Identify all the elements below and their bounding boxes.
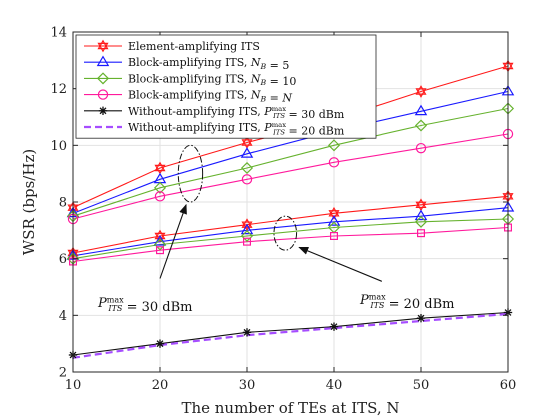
point-s2b-20 <box>153 234 167 246</box>
legend-item-s2: Block-amplifying ITS, NB = 5 <box>84 55 289 72</box>
y-tick-label-12: 12 <box>50 82 67 97</box>
y-tick-label-2: 2 <box>59 366 67 381</box>
series-line-s1b <box>72 195 509 254</box>
point-s5-30 <box>242 328 252 337</box>
legend-label-s6: Without-amplifying ITS, Pmax ITS = 20 dBm <box>128 121 345 137</box>
point-s4-20 <box>154 191 166 202</box>
x-tick-label-30: 30 <box>239 378 256 393</box>
x-tick-label-10: 10 <box>65 378 82 393</box>
point-s2b-30 <box>240 223 254 235</box>
point-s1b-30 <box>241 218 253 232</box>
annotation-label-a20: Pmax ITS = 20 dBm <box>359 293 455 312</box>
annotation-arrow-a20 <box>298 246 383 282</box>
x-tick-label-40: 40 <box>326 378 343 393</box>
point-s3b-50 <box>414 215 428 228</box>
point-s4-40 <box>328 157 340 168</box>
legend-marker-s3 <box>96 72 110 85</box>
point-s5-50 <box>416 313 426 323</box>
tick-labels: 10 20 30 40 50 60 2 4 6 8 10 12 14 <box>50 26 516 394</box>
annotation-arrow-a30 <box>159 203 187 279</box>
point-s2b-50 <box>414 209 428 221</box>
legend-item-s5: Without-amplifying ITS, Pmax ITS = 30 dBm <box>84 105 345 121</box>
legend-marker-s2 <box>96 55 110 67</box>
annotation-label-a30: Pmax ITS = 30 dBm <box>97 296 193 315</box>
point-s1-50 <box>415 85 427 98</box>
y-tick-label-6: 6 <box>59 252 67 267</box>
series-line-s2 <box>72 90 509 214</box>
legend-item-s6: Without-amplifying ITS, Pmax ITS = 20 dBm <box>84 121 345 137</box>
axis-ticks <box>72 31 509 373</box>
point-s2-50 <box>414 104 428 116</box>
legend-label-s5: Without-amplifying ITS, Pmax ITS = 30 dBm <box>128 105 345 121</box>
y-tick-label-14: 14 <box>50 26 67 41</box>
legend-label-s1: Element-amplifying ITS <box>128 40 260 53</box>
annotation-ellipse-a30 <box>177 144 204 203</box>
series-line-s6 <box>72 312 509 359</box>
point-s3-40 <box>327 139 341 152</box>
point-s3-30 <box>240 161 254 175</box>
legend-label-s3: Block-amplifying ITS, NB = 10 <box>128 72 296 88</box>
series-line-s3 <box>72 107 509 217</box>
point-s4-30 <box>241 174 253 185</box>
legend-label-s4: Block-amplifying ITS, NB = N <box>128 89 292 105</box>
y-axis-label: WSR (bps/Hz) <box>20 149 38 255</box>
legend-marker-s1 <box>97 39 109 53</box>
legend-item-s4: Block-amplifying ITS, NB = N <box>84 89 292 105</box>
point-s3b-30 <box>240 229 254 243</box>
point-s3-50 <box>414 119 428 132</box>
point-s3-20 <box>153 181 167 194</box>
series-line-s5 <box>72 311 509 356</box>
x-axis-label: The number of TEs at ITS, N <box>181 399 399 417</box>
series-line-s4b <box>72 226 509 263</box>
point-s4b-50 <box>417 229 426 238</box>
legend-item-s1: Element-amplifying ITS <box>84 39 260 53</box>
legend-item-s3: Block-amplifying ITS, NB = 10 <box>84 72 296 88</box>
y-tick-label-10: 10 <box>50 139 67 154</box>
point-s2b-40 <box>327 215 341 226</box>
annotation-ellipse-a20 <box>273 215 298 251</box>
point-s4b-40 <box>330 232 339 241</box>
series-line-s4 <box>72 133 509 220</box>
y-tick-label-8: 8 <box>59 196 67 211</box>
x-tick-label-50: 50 <box>413 378 430 393</box>
point-s1b-50 <box>415 198 427 212</box>
point-s2-30 <box>240 147 254 158</box>
series-line-s2b <box>72 207 509 257</box>
series-line-s3b <box>72 218 509 260</box>
y-tick-label-4: 4 <box>59 309 67 324</box>
point-s4b-20 <box>156 246 165 255</box>
annotations: Pmax ITS = 30 dBm Pmax ITS = 20 dBm <box>97 144 455 315</box>
x-tick-label-60: 60 <box>500 378 517 393</box>
legend-marker-s4 <box>97 89 109 100</box>
point-s5-20 <box>155 339 165 348</box>
point-s1-30 <box>241 136 253 149</box>
legend: Element-amplifying ITS Block-amplifying I… <box>75 34 377 139</box>
point-s5-40 <box>329 322 339 331</box>
point-s4-50 <box>415 142 427 154</box>
point-s3b-20 <box>153 238 167 251</box>
x-tick-label-20: 20 <box>152 378 169 393</box>
legend-label-s2: Block-amplifying ITS, NB = 5 <box>128 56 289 72</box>
point-s1-20 <box>154 161 166 175</box>
legend-marker-s5 <box>98 106 108 115</box>
legend-box <box>75 34 377 139</box>
point-s4b-30 <box>243 237 252 246</box>
